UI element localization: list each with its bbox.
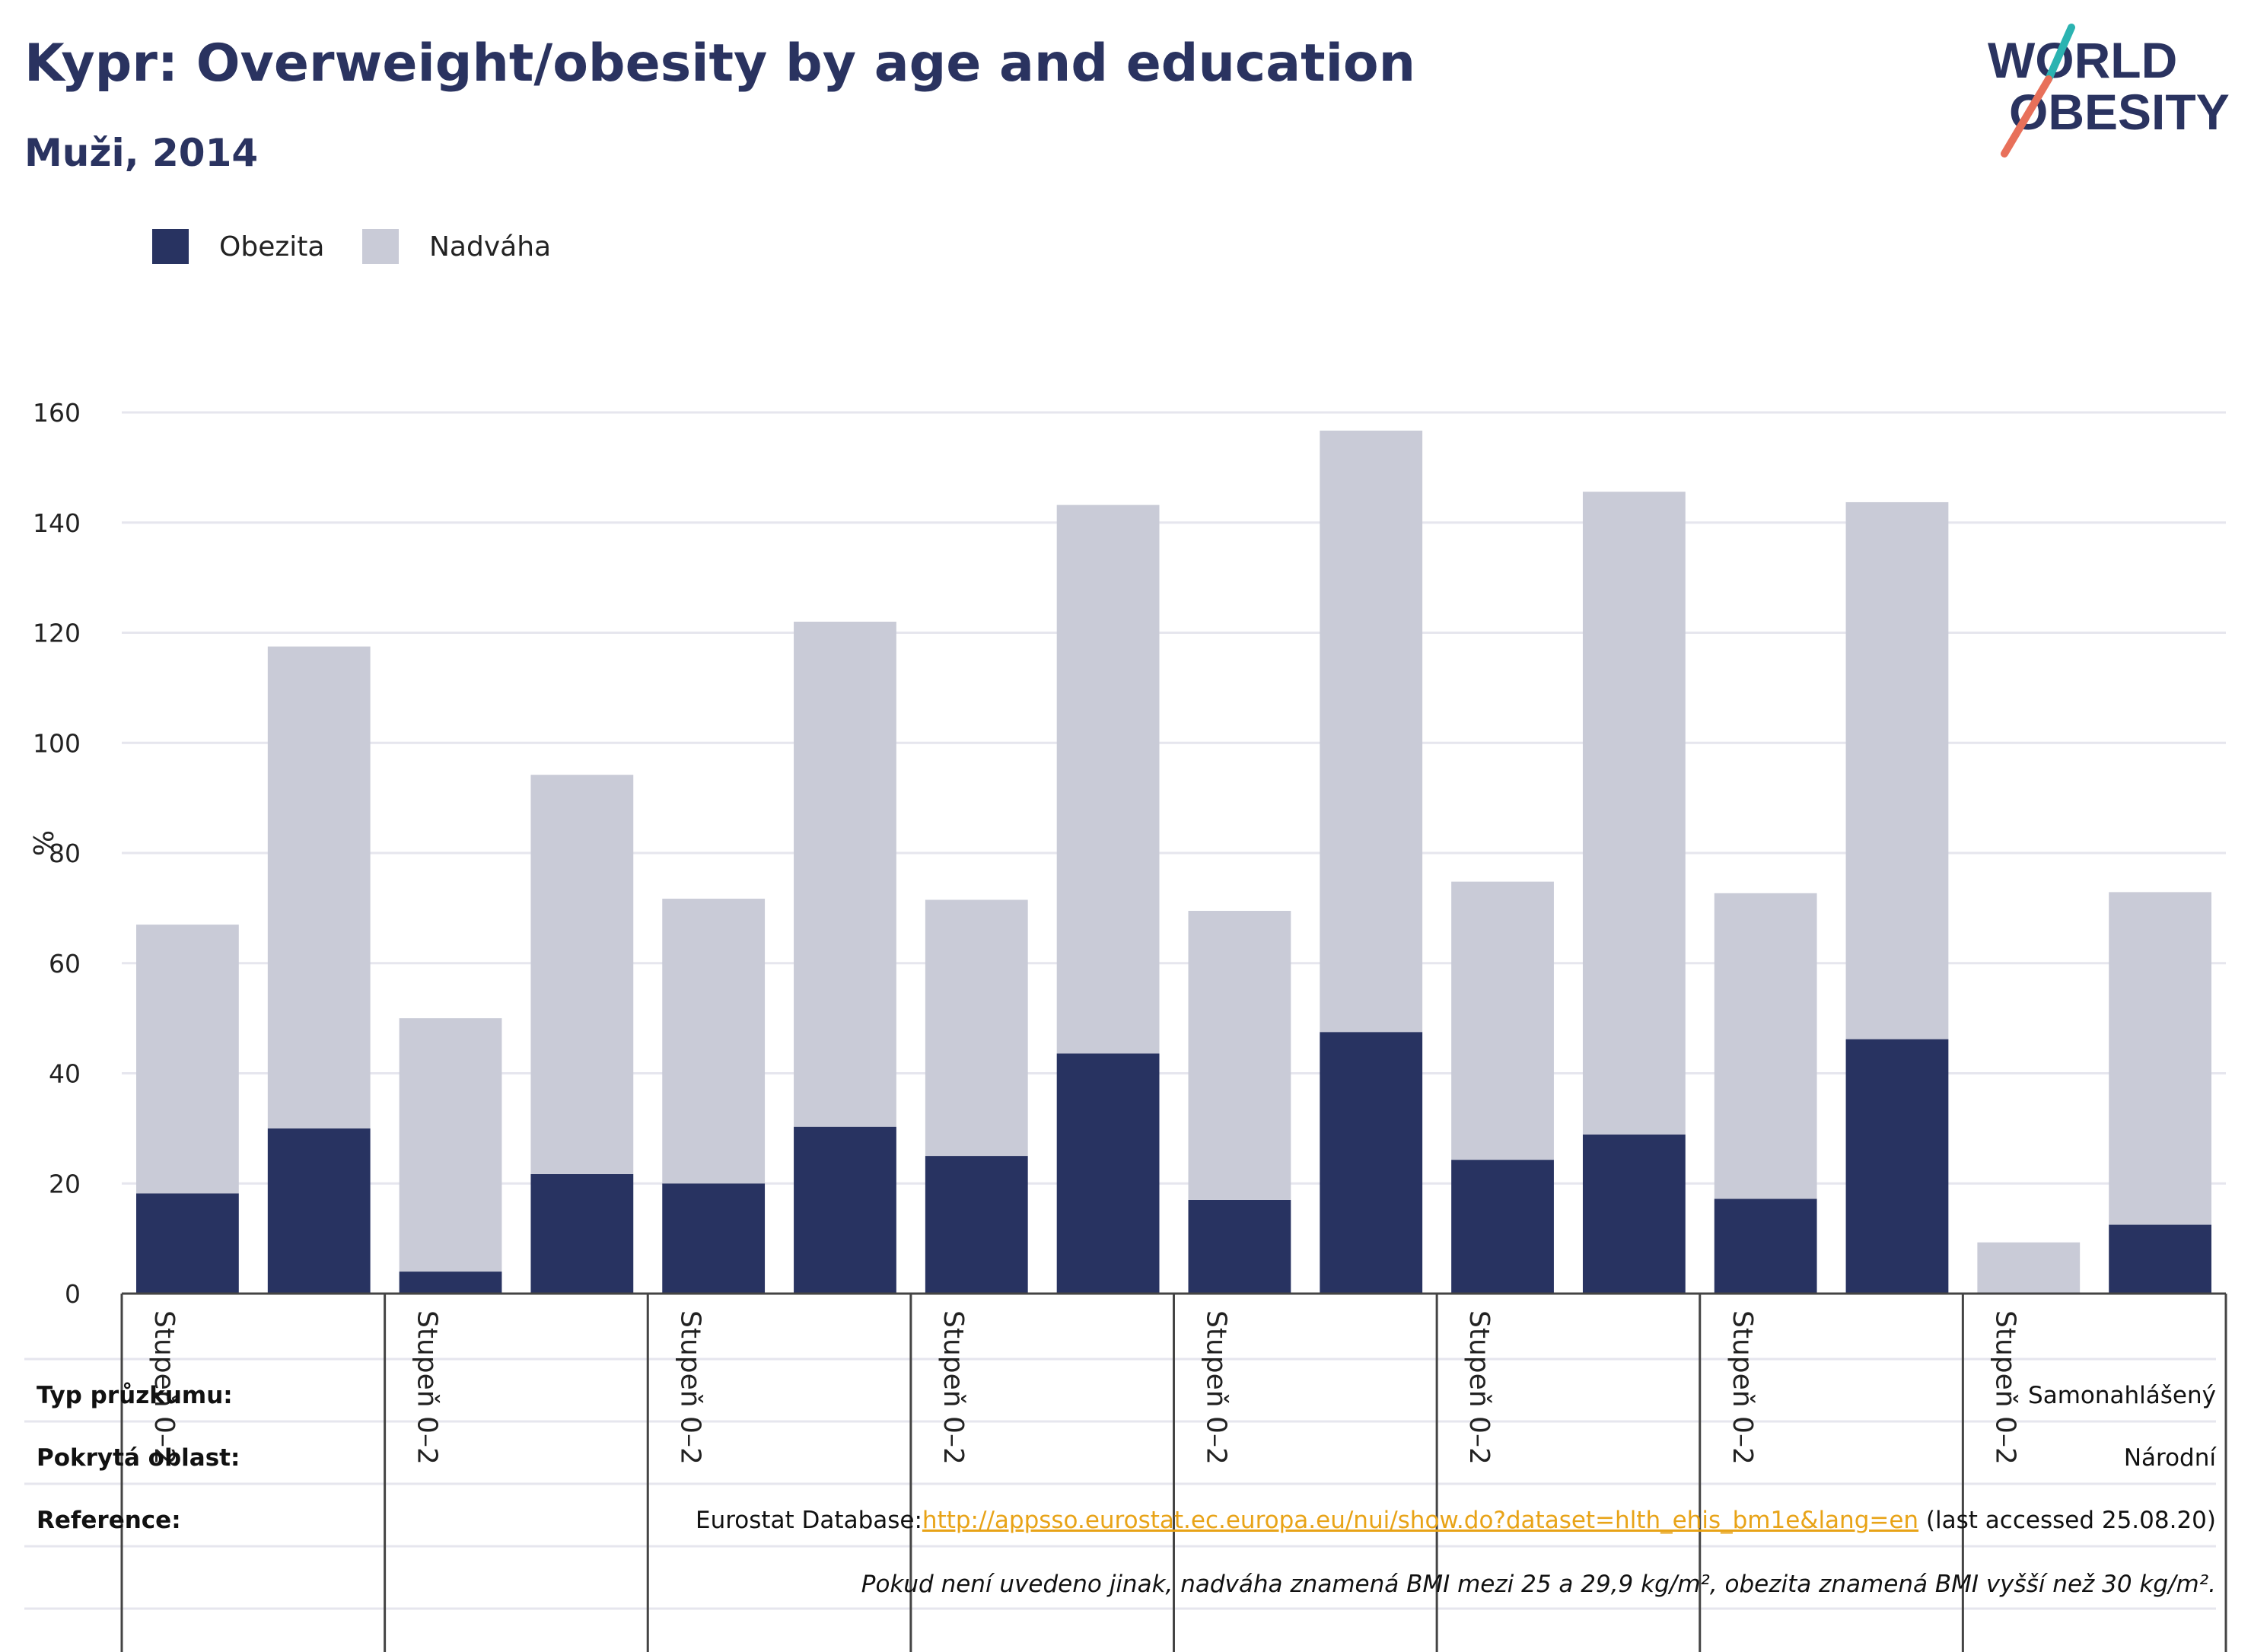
y-axis-label: % [27,830,58,856]
x-category-label: Stupeň 0–2 [674,1310,705,1465]
y-tick-label: 140 [33,508,81,538]
x-category-label: Stupeň 0–2 [412,1310,443,1465]
coverage-label: Pokrytá oblast: [37,1444,240,1472]
bar-segment-overweight [1977,1242,2081,1294]
bar-segment-obesity [2109,1224,2211,1294]
bar-segment-obesity [925,1156,1028,1294]
logo-word-obesity: OBESITY [2009,84,2230,140]
y-tick-label: 0 [65,1279,81,1309]
logo-word-world: WORLD [1988,32,2177,88]
bar-segment-obesity [530,1173,634,1294]
info-row-reference: Reference: Eurostat Database:http://apps… [24,1488,2216,1551]
legend-item-obesity[interactable]: Obezita [152,225,324,268]
legend-swatch-overweight [362,229,399,264]
x-category-label: Stupeň 0–2 [938,1310,969,1465]
bar-segment-overweight [925,899,1028,1157]
bar-segment-overweight [1714,893,1817,1199]
reference-value: Eurostat Database:http://appsso.eurostat… [696,1507,2216,1534]
y-tick-label: 120 [33,619,81,648]
chart-subtitle: Muži, 2014 [24,131,259,175]
bar-segment-obesity [794,1126,896,1294]
bar-segment-obesity [1714,1198,1817,1294]
legend-label-overweight: Nadváha [429,231,552,263]
bar-segment-overweight [267,646,371,1128]
x-category-label: Stupeň 0–2 [1989,1310,2020,1465]
legend-item-overweight[interactable]: Nadváha [362,225,551,268]
x-category-label: Stupeň 0–2 [1201,1310,1232,1465]
bar-segment-obesity [1188,1199,1291,1294]
x-category-label: Stupeň 0–2 [1463,1310,1495,1465]
bar-segment-obesity [399,1272,502,1294]
bar-segment-overweight [1320,430,1423,1033]
x-category-label: Stupeň 0–2 [1727,1310,1758,1465]
bar-segment-overweight [794,622,896,1127]
survey-type-label: Typ průzkumu: [37,1382,233,1409]
y-tick-label: 160 [33,398,81,428]
bmi-footnote: Pokud není uvedeno jinak, nadváha znamen… [861,1571,2216,1598]
bar-segment-obesity [1845,1039,1949,1294]
logo-coral-stroke [2001,75,2052,158]
bar-segment-overweight [1451,881,1554,1160]
bar-segment-overweight [1845,501,1949,1039]
info-row-coverage: Pokrytá oblast: Národní [24,1426,2216,1488]
info-row-survey-type: Typ průzkumu: Samonahlášený [24,1364,2216,1426]
y-tick-label: 40 [49,1059,81,1089]
bar-segment-overweight [1582,492,1686,1135]
reference-suffix: (last accessed 25.08.20) [1918,1507,2216,1534]
bar-segment-overweight [136,925,239,1194]
legend-swatch-obesity [152,229,189,264]
bar-segment-overweight [662,899,766,1184]
survey-type-value: Samonahlášený [2028,1382,2216,1409]
reference-link[interactable]: http://appsso.eurostat.ec.europa.eu/nui/… [922,1507,1919,1534]
bar-segment-obesity [267,1128,371,1294]
chart-title: Kypr: Overweight/obesity by age and educ… [24,33,1416,94]
bar-segment-obesity [136,1193,239,1294]
bar-segment-obesity [1451,1160,1554,1294]
bar-segment-overweight [2109,892,2211,1225]
bar-segment-obesity [1056,1053,1160,1294]
reference-label: Reference: [37,1507,181,1534]
x-category-label: Stupeň 0–2 [148,1310,180,1465]
bar-segment-obesity [1320,1032,1423,1294]
bar-segment-overweight [399,1018,502,1272]
bar-segment-obesity [662,1183,766,1294]
y-tick-label: 20 [49,1169,81,1198]
bar-segment-overweight [1188,910,1291,1200]
coverage-value: Národní [2123,1444,2216,1472]
world-obesity-logo: WORLD OBESITY [1988,24,2230,158]
logo-teal-stroke [2045,24,2075,83]
bar-segment-obesity [1582,1134,1686,1294]
reference-prefix: Eurostat Database: [695,1507,922,1534]
y-tick-label: 100 [33,728,81,758]
legend-label-obesity: Obezita [219,231,325,263]
bar-segment-overweight [1056,505,1160,1054]
bar-segment-overweight [530,775,634,1174]
y-tick-label: 60 [49,949,81,979]
y-tick-label: 80 [49,839,81,868]
